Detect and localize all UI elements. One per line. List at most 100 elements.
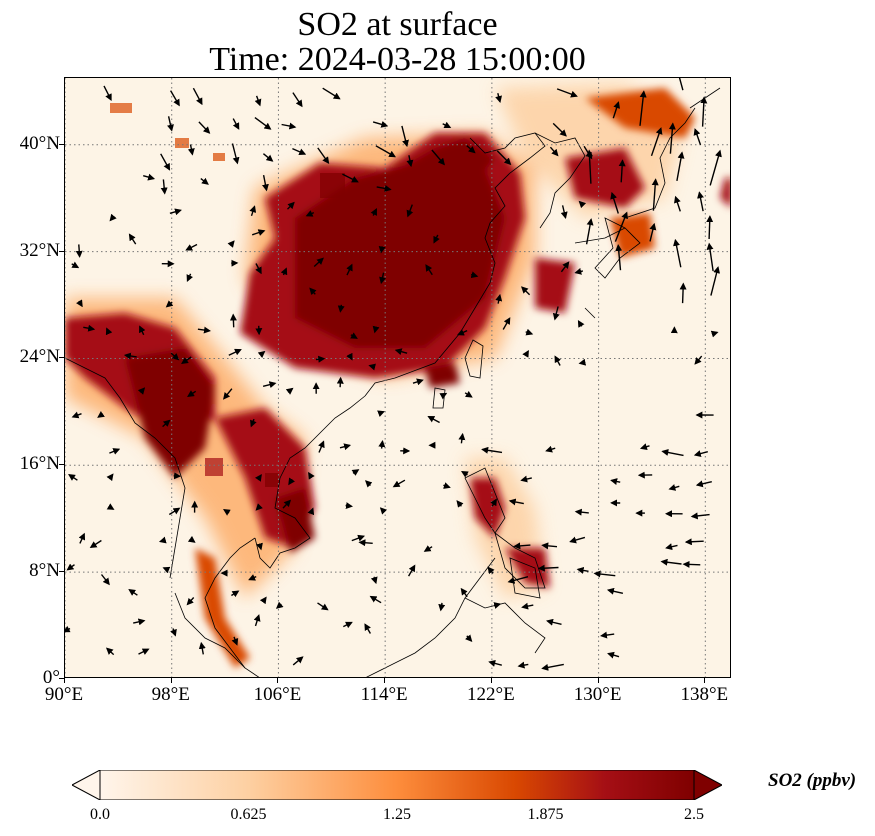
wind-vector bbox=[71, 411, 82, 419]
wind-vector bbox=[372, 120, 389, 128]
wind-vector bbox=[317, 602, 329, 611]
wind-vector bbox=[187, 535, 196, 543]
wind-vector bbox=[585, 149, 593, 184]
wind-vector bbox=[674, 195, 681, 212]
wind-vector bbox=[66, 563, 75, 571]
wind-vector bbox=[378, 440, 386, 449]
wind-vector bbox=[143, 173, 156, 181]
wind-vector bbox=[370, 208, 377, 216]
wind-vector bbox=[522, 349, 529, 358]
wind-vector bbox=[545, 445, 556, 453]
wind-vector bbox=[231, 143, 240, 165]
wind-vector bbox=[649, 222, 657, 242]
wind-vector bbox=[507, 576, 529, 584]
wind-vector bbox=[198, 121, 211, 134]
map-canvas bbox=[65, 78, 730, 677]
latitude-tick-label: 32°N bbox=[19, 239, 60, 261]
wind-vector bbox=[394, 348, 408, 356]
wind-vector bbox=[502, 317, 511, 330]
longitude-tick bbox=[597, 678, 599, 683]
wind-vectors bbox=[65, 78, 722, 671]
wind-vector bbox=[123, 352, 137, 360]
wind-vector bbox=[425, 264, 433, 276]
wind-vector bbox=[322, 87, 341, 100]
colorbar-tick-label: 1.875 bbox=[527, 806, 564, 823]
wind-vector bbox=[255, 474, 262, 482]
wind-vector bbox=[109, 213, 117, 222]
wind-vector bbox=[661, 449, 684, 457]
longitude-tick-label: 130°E bbox=[573, 684, 622, 705]
wind-vector bbox=[458, 432, 466, 444]
wind-vector bbox=[318, 440, 325, 453]
map-title: SO2 at surface bbox=[297, 6, 498, 43]
wind-vector bbox=[89, 539, 102, 549]
wind-vector bbox=[576, 566, 589, 574]
wind-vector bbox=[337, 304, 345, 313]
longitude-tick-label: 138°E bbox=[680, 684, 729, 705]
wind-vector bbox=[520, 475, 532, 483]
wind-vector bbox=[364, 623, 372, 634]
longitude-tick bbox=[277, 678, 279, 683]
wind-vector bbox=[578, 200, 587, 209]
wind-vector bbox=[578, 358, 587, 366]
wind-vector bbox=[372, 325, 380, 334]
wind-vector bbox=[496, 150, 512, 166]
latitude-tick-label: 0° bbox=[42, 667, 60, 688]
wind-vector bbox=[185, 243, 198, 251]
wind-vector bbox=[379, 507, 388, 515]
longitude-tick bbox=[64, 678, 65, 683]
wind-vector bbox=[376, 185, 392, 192]
latitude-tick bbox=[59, 357, 64, 359]
wind-vector bbox=[232, 118, 240, 130]
wind-vector bbox=[706, 215, 714, 240]
wind-vector bbox=[307, 507, 315, 516]
colorbar-tick-label: 0.625 bbox=[230, 806, 267, 823]
latitude-tick bbox=[59, 571, 64, 573]
colorbar-max-extend bbox=[693, 770, 722, 800]
wind-vector bbox=[600, 631, 615, 639]
wind-vector bbox=[554, 355, 561, 366]
wind-vector bbox=[406, 204, 414, 218]
wind-vector bbox=[460, 470, 469, 478]
wind-vector bbox=[227, 240, 235, 248]
wind-vector bbox=[694, 355, 703, 365]
wind-vector bbox=[541, 663, 564, 671]
wind-vector bbox=[76, 299, 83, 308]
wind-vector bbox=[546, 618, 562, 626]
wind-vector bbox=[187, 144, 195, 156]
wind-vector bbox=[336, 376, 344, 388]
longitude-tick-label: 114°E bbox=[360, 684, 408, 705]
wind-vector bbox=[427, 415, 440, 424]
wind-vector bbox=[103, 85, 112, 102]
wind-vector bbox=[262, 153, 274, 162]
wind-vector bbox=[678, 78, 684, 91]
wind-vector bbox=[377, 410, 385, 417]
wind-vector bbox=[342, 621, 353, 629]
wind-vector bbox=[139, 325, 146, 336]
wind-vector bbox=[186, 273, 193, 282]
wind-vector bbox=[254, 117, 272, 130]
latitude-tick-label: 16°N bbox=[19, 453, 60, 475]
so2-field bbox=[65, 83, 730, 668]
wind-vector bbox=[308, 471, 315, 480]
map-panel bbox=[64, 77, 731, 678]
wind-vector bbox=[513, 542, 531, 550]
wind-vector bbox=[610, 191, 619, 214]
wind-vector bbox=[128, 233, 137, 245]
wind-vector bbox=[577, 319, 585, 328]
colorbar-tick-label: 2.5 bbox=[684, 806, 704, 823]
wind-vector bbox=[650, 127, 663, 157]
wind-vector bbox=[521, 286, 531, 296]
wind-vector bbox=[78, 532, 86, 544]
wind-vector bbox=[610, 478, 621, 485]
wind-vector bbox=[197, 326, 211, 334]
wind-vector bbox=[317, 147, 330, 165]
wind-vector bbox=[556, 88, 578, 98]
wind-vector bbox=[493, 602, 502, 609]
wind-vector bbox=[292, 92, 303, 108]
latitude-tick bbox=[59, 464, 64, 466]
wind-vector bbox=[517, 661, 529, 669]
wind-vector bbox=[541, 542, 558, 550]
wind-vector bbox=[169, 208, 182, 216]
wind-vector bbox=[105, 647, 115, 656]
